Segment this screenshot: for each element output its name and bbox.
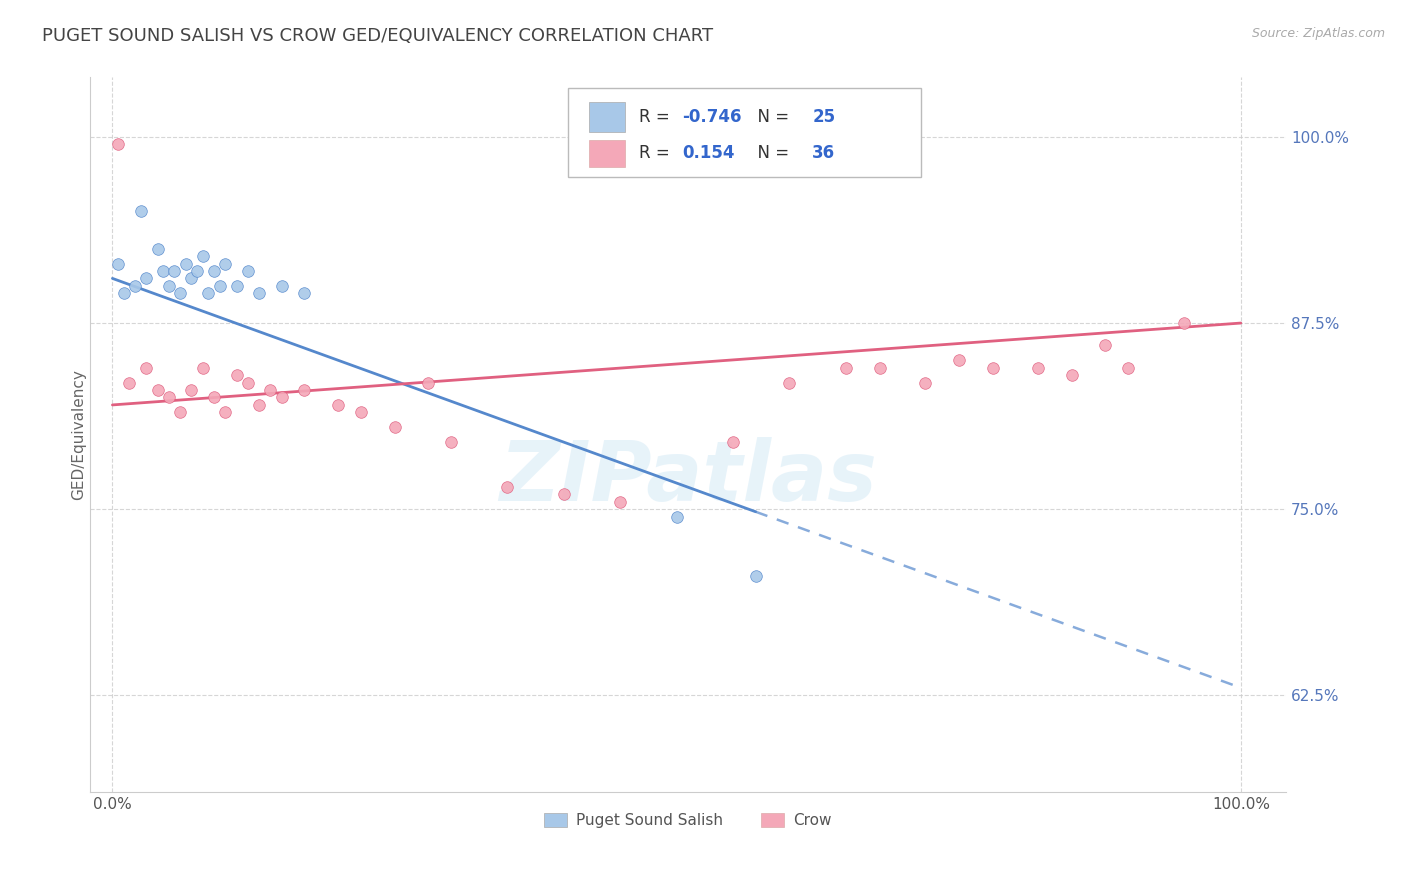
Point: [869, 360, 891, 375]
Point: [208, 278, 231, 293]
Point: [609, 494, 631, 508]
Point: [146, 242, 169, 256]
Text: N =: N =: [747, 109, 794, 127]
Point: [225, 368, 247, 383]
Point: [169, 286, 191, 301]
Point: [146, 383, 169, 397]
Point: [129, 204, 152, 219]
Text: 0.154: 0.154: [682, 145, 734, 162]
Text: 25: 25: [813, 109, 835, 127]
Point: [1116, 360, 1139, 375]
Point: [214, 256, 236, 270]
Point: [744, 569, 766, 583]
Point: [180, 271, 202, 285]
Point: [118, 376, 141, 390]
Point: [197, 286, 219, 301]
Point: [191, 249, 214, 263]
Point: [1060, 368, 1083, 383]
Point: [1026, 360, 1049, 375]
Point: [202, 264, 225, 278]
Point: [169, 405, 191, 419]
Point: [292, 286, 315, 301]
Text: R =: R =: [638, 145, 681, 162]
Point: [225, 278, 247, 293]
Point: [180, 383, 202, 397]
Text: 36: 36: [813, 145, 835, 162]
FancyBboxPatch shape: [589, 103, 624, 132]
Point: [350, 405, 373, 419]
Point: [496, 480, 519, 494]
Legend: Puget Sound Salish, Crow: Puget Sound Salish, Crow: [538, 806, 838, 834]
Point: [236, 376, 259, 390]
Point: [124, 278, 146, 293]
Point: [326, 398, 349, 412]
Point: [247, 398, 270, 412]
Point: [1173, 316, 1195, 330]
FancyBboxPatch shape: [568, 88, 921, 178]
Point: [157, 278, 180, 293]
Point: [270, 278, 292, 293]
Point: [107, 137, 129, 152]
Point: [202, 391, 225, 405]
Point: [1094, 338, 1116, 352]
Point: [270, 391, 292, 405]
Point: [778, 376, 800, 390]
Point: [440, 435, 463, 450]
Point: [186, 264, 208, 278]
Text: N =: N =: [747, 145, 794, 162]
Point: [135, 360, 157, 375]
Point: [721, 435, 744, 450]
Y-axis label: GED/Equivalency: GED/Equivalency: [72, 369, 86, 500]
Point: [835, 360, 858, 375]
Text: PUGET SOUND SALISH VS CROW GED/EQUIVALENCY CORRELATION CHART: PUGET SOUND SALISH VS CROW GED/EQUIVALEN…: [42, 27, 713, 45]
Point: [259, 383, 281, 397]
Point: [152, 264, 174, 278]
Text: -0.746: -0.746: [682, 109, 741, 127]
Point: [112, 286, 135, 301]
Point: [292, 383, 315, 397]
Point: [384, 420, 406, 434]
Text: R =: R =: [638, 109, 675, 127]
Point: [418, 376, 440, 390]
Point: [157, 391, 180, 405]
Point: [135, 271, 157, 285]
Point: [553, 487, 575, 501]
Text: ZIPatlas: ZIPatlas: [499, 437, 877, 518]
Point: [948, 353, 970, 368]
Point: [174, 256, 197, 270]
FancyBboxPatch shape: [589, 140, 624, 167]
Point: [665, 509, 688, 524]
Point: [107, 256, 129, 270]
Point: [914, 376, 936, 390]
Point: [236, 264, 259, 278]
Point: [981, 360, 1004, 375]
Text: Source: ZipAtlas.com: Source: ZipAtlas.com: [1251, 27, 1385, 40]
Point: [191, 360, 214, 375]
Point: [163, 264, 186, 278]
Point: [214, 405, 236, 419]
Point: [247, 286, 270, 301]
